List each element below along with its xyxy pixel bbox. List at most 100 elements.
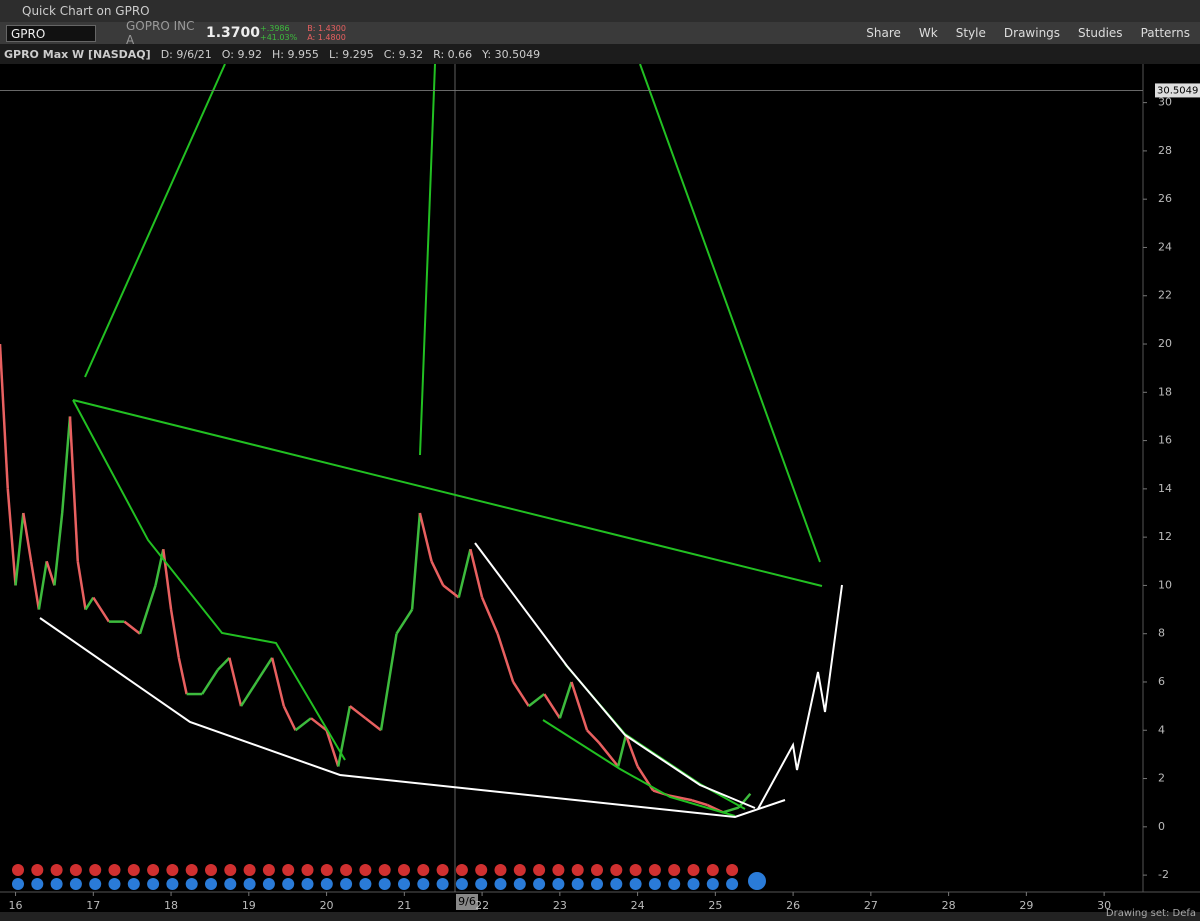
event-icon (89, 878, 102, 890)
event-icon (69, 878, 82, 890)
event-icon (648, 878, 661, 890)
price-segment (6, 488, 17, 586)
x-tick-label: 18 (164, 899, 178, 912)
event-icon (475, 864, 488, 876)
toolbar-button[interactable]: Studies (1078, 26, 1123, 40)
event-icon (127, 864, 140, 876)
event-icon (494, 878, 507, 890)
event-icon (31, 864, 44, 876)
symbol-input[interactable]: GPRO (6, 24, 96, 42)
projection (757, 584, 843, 810)
price-segment (418, 512, 433, 562)
event-icon (610, 864, 623, 876)
event-icon (378, 864, 391, 876)
event-icon (359, 878, 372, 890)
change: +.3986 (260, 24, 290, 33)
x-tick-label: 17 (86, 899, 100, 912)
price-segment (201, 669, 219, 695)
event-icon (185, 864, 198, 876)
event-icon (12, 878, 24, 890)
event-icon (610, 878, 623, 890)
x-tick-label: 25 (708, 899, 722, 912)
price-segment (737, 792, 752, 809)
y-tick-label: 0 (1158, 820, 1165, 833)
y-tick-label: 10 (1158, 578, 1172, 591)
y-tick-label: 18 (1158, 385, 1172, 398)
event-icon (648, 864, 661, 876)
event-icon (398, 864, 410, 876)
toolbar: GPRO GOPRO INC A 1.3700 +.3986 +41.03% B:… (0, 19, 1200, 47)
drawings-white (39, 542, 843, 819)
event-icon (50, 878, 63, 890)
toolbar-button[interactable]: Wk (918, 26, 938, 40)
last-price: 1.3700 (206, 25, 261, 41)
info-item: Y: 30.5049 (482, 47, 541, 61)
price-segment (45, 560, 56, 586)
event-icon (513, 864, 526, 876)
event-icon (224, 864, 237, 876)
event-icon (243, 864, 256, 876)
price-segment (570, 681, 589, 731)
price-segment (512, 681, 530, 707)
info-item: D: 9/6/21 (160, 47, 212, 61)
x-tick-label: 28 (942, 899, 956, 912)
bid-ask: B: 1.4300 A: 1.4800 (307, 24, 346, 42)
event-icon (243, 878, 256, 890)
price-segment (216, 656, 231, 671)
y-tick-label: 16 (1158, 434, 1172, 447)
price-segment (722, 806, 740, 814)
ask: A: 1.4800 (307, 33, 346, 42)
info-item: H: 9.955 (271, 47, 319, 61)
x-tick-label: 19 (242, 899, 256, 912)
status-text: Drawing set: Defa (1105, 908, 1196, 919)
event-icon (571, 864, 584, 876)
crosshair-date: 9/6 (458, 895, 476, 908)
toolbar-button[interactable]: Share (866, 26, 901, 40)
trend-line (542, 719, 736, 817)
price-segment (586, 729, 600, 744)
y-tick-label: 24 (1158, 240, 1172, 253)
toolbar-button[interactable]: Patterns (1140, 26, 1190, 40)
event-icon (301, 878, 314, 890)
x-tick-label: 29 (1019, 899, 1033, 912)
company-name: GOPRO INC A (126, 19, 195, 47)
x-tick-label: 21 (397, 899, 411, 912)
event-icon (687, 864, 700, 876)
toolbar-button[interactable]: Drawings (1003, 26, 1061, 40)
event-icon (455, 864, 468, 876)
toolbar-buttons: Share Wk Style Drawings Studies Patterns (848, 26, 1190, 40)
price-label-bg (1155, 83, 1200, 98)
price-segment (76, 561, 87, 610)
event-icon (668, 864, 681, 876)
y-tick-label: 6 (1158, 675, 1165, 688)
info-item: R: 0.66 (433, 47, 473, 61)
event-icon (455, 878, 468, 890)
price-segment (496, 633, 515, 683)
event-icon (320, 878, 333, 890)
events-row (12, 864, 766, 890)
event-icon (108, 878, 121, 890)
price-segment (154, 548, 165, 586)
event-icon (687, 878, 700, 890)
price-segment (310, 717, 328, 732)
price-segment (616, 734, 628, 767)
info-item: L: 9.295 (328, 47, 374, 61)
event-icon (706, 864, 719, 876)
price-segment (349, 705, 367, 720)
y-tick-label: -2 (1158, 868, 1169, 881)
info-item: GPRO Max W [NASDAQ] (4, 47, 151, 61)
event-icon (301, 864, 314, 876)
event-icon (108, 864, 121, 876)
toolbar-button[interactable]: Style (955, 26, 986, 40)
x-tick-label: 24 (631, 899, 645, 912)
x-tick-label: 20 (320, 899, 334, 912)
event-icon (726, 864, 739, 876)
event-icon (89, 864, 102, 876)
event-icon (629, 864, 642, 876)
event-icon (166, 878, 179, 890)
price-segment (177, 657, 188, 695)
y-tick-label: 2 (1158, 772, 1165, 785)
price-segment (92, 596, 110, 623)
